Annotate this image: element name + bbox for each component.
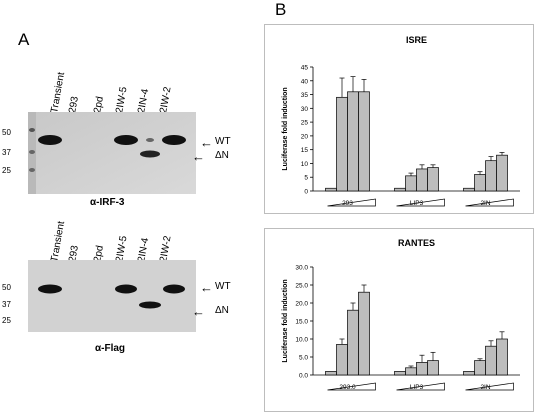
lane-label: 2IW-5 (114, 234, 130, 263)
y-tick-label: 10 (301, 161, 309, 168)
group-label: 2IN (480, 384, 490, 391)
arrow-left-icon: ← (192, 149, 205, 164)
dose-triangle (465, 198, 514, 207)
arrow-left-icon: ← (200, 280, 213, 295)
y-tick-label: 35 (301, 92, 309, 99)
lane-label: Transient (49, 220, 68, 263)
bar (336, 96, 348, 192)
panel-a-letter: A (18, 30, 30, 49)
chart-title: RANTES (398, 238, 435, 248)
arrow-left-icon: ← (192, 304, 205, 319)
dose-triangle (465, 382, 514, 391)
bar (405, 367, 417, 376)
y-tick-label: 25 (301, 120, 309, 127)
arrow-left-icon: ← (200, 135, 213, 150)
y-tick-label: 5 (304, 175, 308, 182)
blot-bottom-image (28, 260, 196, 332)
dose-triangle (327, 198, 376, 207)
mw-marker: 50 (2, 128, 11, 137)
delta-n-label: ΔN (215, 150, 229, 161)
blot-bottom-caption: α-Flag (95, 343, 126, 354)
blot-top-image (28, 112, 196, 194)
y-tick-label: 30 (301, 106, 309, 113)
dose-triangle (396, 198, 445, 207)
isre-chart: ISRE Luciferase fold induction 0 5 10 15 20 25 3… (282, 35, 520, 207)
group-label: 2IN (480, 200, 490, 207)
lane-label: 2IW-5 (114, 85, 130, 114)
bar (474, 174, 486, 192)
y-tick-label: 10.0 (295, 337, 308, 344)
lane-label: 2IW-2 (158, 234, 174, 263)
lane-label: Transient (49, 71, 68, 114)
y-tick-label: 15 (301, 147, 309, 154)
bar (325, 371, 337, 376)
bar (474, 360, 486, 376)
y-tick-label: 20 (301, 133, 309, 140)
group-label: LIP3 (410, 384, 424, 391)
wt-label: WT (215, 136, 231, 147)
bar (416, 168, 428, 192)
bar (405, 175, 417, 192)
y-tick-label: 25.0 (295, 283, 308, 290)
y-tick-label: 30.0 (295, 265, 308, 272)
y-tick-label: 40 (301, 78, 309, 85)
mw-marker: 25 (2, 316, 11, 325)
bar (416, 362, 428, 376)
panel-b-letter: B (275, 0, 287, 19)
bar (463, 371, 475, 376)
bar (463, 187, 475, 192)
y-tick-label: 15.0 (295, 319, 308, 326)
y-tick-label: 0 (304, 189, 308, 196)
lane-label: 2IN-4 (136, 88, 152, 114)
dose-triangle (396, 382, 445, 391)
bar (336, 344, 348, 376)
rantes-chart: RANTES Luciferase fold induction 0.0 5.0 10.… (282, 238, 520, 391)
bar (427, 360, 439, 376)
mw-marker: 37 (2, 300, 11, 309)
blot-top-caption: α-IRF-3 (90, 197, 125, 208)
bar (358, 91, 370, 192)
bar (485, 160, 497, 192)
bar (325, 187, 337, 192)
bar (347, 91, 359, 192)
bar (427, 167, 439, 192)
group-label: 293 (342, 200, 353, 207)
bar (394, 187, 406, 192)
bar (394, 371, 406, 376)
bar (496, 154, 508, 192)
mw-marker: 50 (2, 283, 11, 292)
y-tick-label: 45 (301, 65, 309, 72)
bar (347, 309, 359, 376)
bar (358, 291, 370, 376)
delta-n-label: ΔN (215, 305, 229, 316)
isre-chart-box: ISRE Luciferase fold induction 0 5 10 15 20 25 3… (264, 24, 534, 214)
rantes-chart-box: RANTES Luciferase fold induction 0.0 5.0 10.… (264, 228, 534, 412)
group-label: LIP3 (410, 200, 424, 207)
dose-triangle (327, 382, 376, 391)
y-axis-label: Luciferase fold induction (282, 87, 289, 170)
y-tick-label: 5.0 (299, 355, 308, 362)
chart-title: ISRE (406, 35, 427, 45)
mw-marker: 25 (2, 166, 11, 175)
y-axis-label: Luciferase fold induction (282, 279, 289, 362)
group-label: 293.0 (339, 384, 356, 391)
mw-marker: 37 (2, 148, 11, 157)
lane-label: 2IW-2 (158, 85, 174, 114)
y-tick-label: 0.0 (299, 373, 308, 380)
bar (496, 338, 508, 376)
y-tick-label: 20.0 (295, 301, 308, 308)
bar (485, 345, 497, 376)
wt-label: WT (215, 281, 231, 292)
